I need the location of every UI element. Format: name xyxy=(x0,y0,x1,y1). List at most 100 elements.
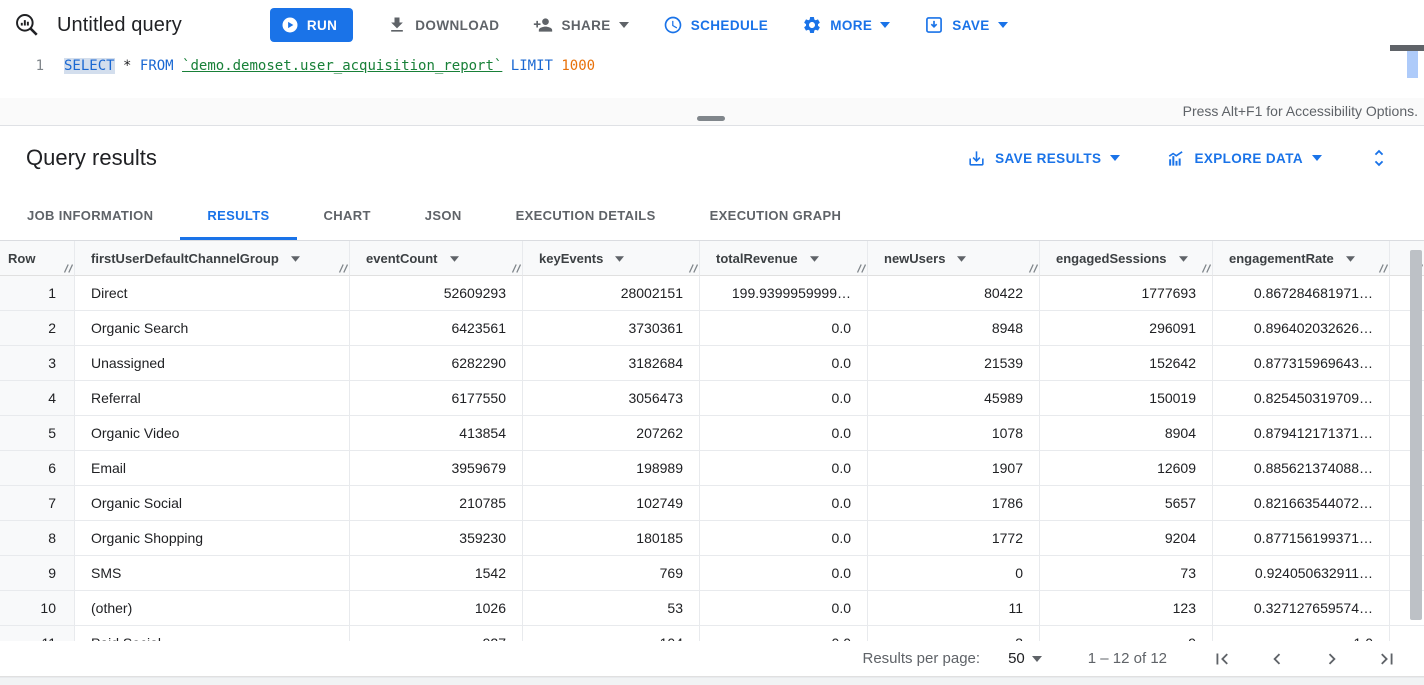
download-button[interactable]: DOWNLOAD xyxy=(387,15,499,35)
column-resize-handle[interactable] xyxy=(1201,263,1211,273)
data-cell: 102749 xyxy=(523,486,700,521)
first-page-icon xyxy=(1211,648,1233,670)
data-cell: 6177550 xyxy=(350,381,523,416)
data-cell: 0.879412171371… xyxy=(1213,416,1390,451)
save-button[interactable]: SAVE xyxy=(924,15,1008,35)
data-cell: 3959679 xyxy=(350,451,523,486)
play-circle-icon xyxy=(281,16,299,34)
data-cell: 104 xyxy=(523,626,700,641)
chevron-down-icon xyxy=(1110,155,1121,161)
query-title: Untitled query xyxy=(57,13,182,36)
column-menu-caret[interactable] xyxy=(809,255,819,262)
column-header-totalRevenue[interactable]: totalRevenue xyxy=(700,241,868,276)
data-cell: 769 xyxy=(523,556,700,591)
column-label: engagementRate xyxy=(1229,250,1334,266)
horizontal-scrollbar-track[interactable] xyxy=(0,677,1424,685)
data-cell: Referral xyxy=(75,381,350,416)
sql-table-reference[interactable]: `demo.demoset.user_acquisition_report` xyxy=(182,58,503,74)
sql-limit-value: 1000 xyxy=(561,58,596,74)
save-results-icon xyxy=(967,149,986,168)
next-page-button[interactable] xyxy=(1321,648,1343,670)
column-resize-handle[interactable] xyxy=(1028,263,1038,273)
first-page-button[interactable] xyxy=(1211,648,1233,670)
tab-chart[interactable]: CHART xyxy=(297,190,398,240)
tab-job-information[interactable]: JOB INFORMATION xyxy=(0,190,180,240)
chevron-left-icon xyxy=(1266,648,1288,670)
column-resize-handle[interactable] xyxy=(338,263,348,273)
clock-icon xyxy=(663,15,683,35)
sql-keyword-limit: LIMIT xyxy=(510,58,553,74)
data-cell: 0.924050632911… xyxy=(1213,556,1390,591)
save-label: SAVE xyxy=(952,17,990,33)
row-number-cell: 6 xyxy=(0,451,75,486)
filler-cell xyxy=(1390,591,1424,626)
data-cell: 413854 xyxy=(350,416,523,451)
page-size-select[interactable]: 50 xyxy=(1008,650,1042,667)
download-icon xyxy=(387,15,407,35)
data-cell: 53 xyxy=(523,591,700,626)
last-page-button[interactable] xyxy=(1376,648,1398,670)
table-row: 4 Referral 6177550 3056473 0.0 45989 150019 0.8… xyxy=(0,381,1424,416)
chevron-down-icon xyxy=(618,22,629,28)
download-label: DOWNLOAD xyxy=(415,17,500,33)
column-header-firstUserDefaultChannelGroup[interactable]: firstUserDefaultChannelGroup xyxy=(75,241,350,276)
expand-results-button[interactable] xyxy=(1368,147,1390,169)
run-button[interactable]: RUN xyxy=(269,8,354,42)
column-resize-handle[interactable] xyxy=(63,263,73,273)
data-cell: 0.825450319709… xyxy=(1213,381,1390,416)
data-cell: 3182684 xyxy=(523,346,700,381)
query-results-title: Query results xyxy=(26,145,157,170)
table-row: 5 Organic Video 413854 207262 0.0 1078 8904 0.8… xyxy=(0,416,1424,451)
sql-code-line[interactable]: SELECT * FROM `demo.demoset.user_acquisi… xyxy=(64,58,595,74)
tab-execution-details[interactable]: EXECUTION DETAILS xyxy=(489,190,683,240)
column-menu-caret[interactable] xyxy=(449,255,459,262)
editor-vertical-scrollbar-thumb[interactable] xyxy=(1407,51,1418,78)
column-header-eventCount[interactable]: eventCount xyxy=(350,241,523,276)
data-cell: 9 xyxy=(1040,626,1213,641)
results-table-header-row: Row firstUserDefaultChannelGroup eventCoun… xyxy=(0,241,1424,276)
table-row: 6 Email 3959679 198989 0.0 1907 12609 0.8856213… xyxy=(0,451,1424,486)
last-page-icon xyxy=(1376,648,1398,670)
column-header-engagementRate[interactable]: engagementRate xyxy=(1213,241,1390,276)
explore-data-button[interactable]: EXPLORE DATA xyxy=(1166,149,1322,168)
save-icon xyxy=(924,15,944,35)
previous-page-button[interactable] xyxy=(1266,648,1288,670)
person-add-icon xyxy=(533,15,553,35)
sql-editor[interactable]: 1 SELECT * FROM `demo.demoset.user_acqui… xyxy=(0,45,1424,98)
schedule-button[interactable]: SCHEDULE xyxy=(663,15,768,35)
tab-execution-graph[interactable]: EXECUTION GRAPH xyxy=(683,190,869,240)
row-number-cell: 5 xyxy=(0,416,75,451)
tab-results[interactable]: RESULTS xyxy=(180,190,296,240)
column-menu-caret[interactable] xyxy=(1178,255,1188,262)
table-row: 3 Unassigned 6282290 3182684 0.0 21539 152642 0… xyxy=(0,346,1424,381)
query-results-header: Query results SAVE RESULTS EXPLORE DATA xyxy=(0,126,1424,190)
data-cell: 1078 xyxy=(868,416,1040,451)
data-cell: 8948 xyxy=(868,311,1040,346)
column-resize-handle[interactable] xyxy=(856,263,866,273)
column-resize-handle[interactable] xyxy=(688,263,698,273)
data-cell: Paid Social xyxy=(75,626,350,641)
data-cell: 0 xyxy=(868,556,1040,591)
splitter-drag-handle[interactable] xyxy=(697,116,725,121)
column-menu-caret[interactable] xyxy=(1345,255,1355,262)
table-vertical-scrollbar-thumb[interactable] xyxy=(1410,250,1422,620)
column-header-engagedSessions[interactable]: engagedSessions xyxy=(1040,241,1213,276)
page-range-text: 1 – 12 of 12 xyxy=(1087,650,1167,667)
row-number-cell: 1 xyxy=(0,276,75,311)
column-menu-caret[interactable] xyxy=(615,255,625,262)
column-menu-caret[interactable] xyxy=(290,255,300,262)
data-cell: Email xyxy=(75,451,350,486)
tab-json[interactable]: JSON xyxy=(398,190,489,240)
share-button[interactable]: SHARE xyxy=(533,15,629,35)
column-header-newUsers[interactable]: newUsers xyxy=(868,241,1040,276)
column-resize-handle[interactable] xyxy=(511,263,521,273)
data-cell: 199.9399959999… xyxy=(700,276,868,311)
save-results-button[interactable]: SAVE RESULTS xyxy=(967,149,1121,168)
column-resize-handle[interactable] xyxy=(1378,263,1388,273)
more-button[interactable]: MORE xyxy=(802,15,891,35)
row-number-cell: 10 xyxy=(0,591,75,626)
data-cell: 1772 xyxy=(868,521,1040,556)
pagination-bar: Results per page: 50 1 – 12 of 12 xyxy=(0,641,1424,677)
column-header-keyEvents[interactable]: keyEvents xyxy=(523,241,700,276)
column-menu-caret[interactable] xyxy=(957,255,967,262)
